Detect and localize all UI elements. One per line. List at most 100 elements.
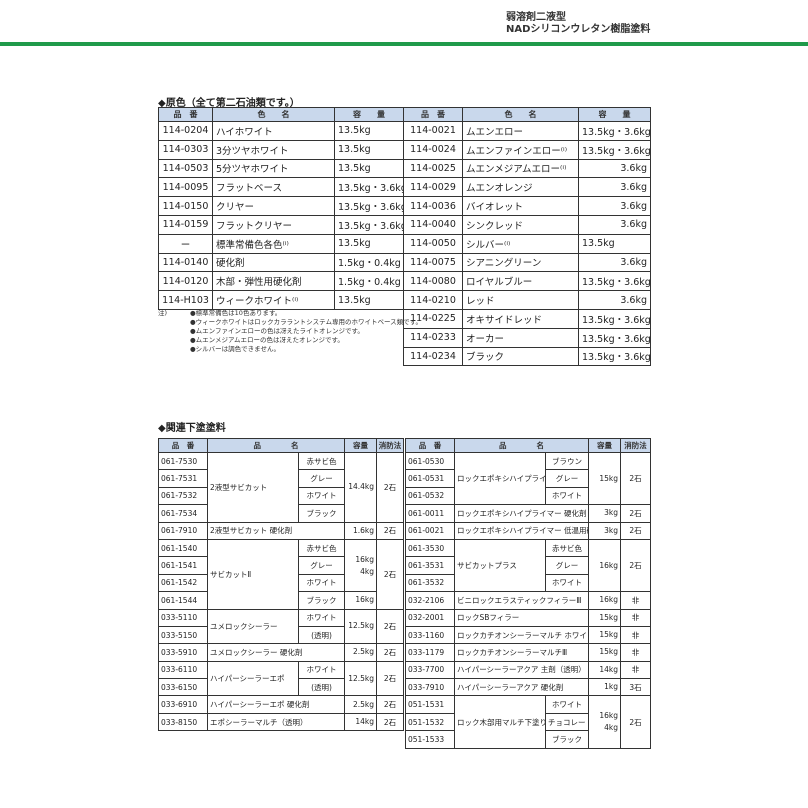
product-code: 114-0021 [403,121,463,141]
note-item: ●ウィークホワイトはロックカララントシステム専用のホワイトベース類です。 [190,318,423,326]
table-row: 033-7700 ハイパーシーラーアクア 主剤（透明） 14kg 非 [405,660,651,680]
table-row: 033-1160 ロックカチオンシーラーマルチ ホワイト 15kg 非 [405,625,651,645]
document-header: 弱溶剤二液型 NADシリコンウレタン樹脂塗料 [506,12,650,36]
table-row: 114-0225 オキサイドレッド 13.5kg・3.6kg [403,308,651,329]
table-row: 114-0210 レッド 3.6kg [403,290,651,310]
product-name: ハイパーシーラーエポ 硬化剤 [207,695,345,714]
table-row: 114-0080 ロイヤルブルー 13.5kg・3.6kg [403,271,651,292]
table-row: 114-0204 ハイホワイト 13.5kg [158,121,404,141]
color-variant: ホワイト [298,660,345,680]
table-row: 114-0029 ムエンオレンジ 3.6kg [403,177,651,198]
product-code: 114-H103 [158,290,213,310]
product-code: 061-7910 [158,521,208,540]
color-name: ムエンエロー [462,121,579,141]
color-variant: ブラック [545,730,589,749]
table-row: 061-0011 ロックエポキシハイプライマー 硬化剤 3kg 2石 [405,504,651,523]
table-row: 114-0021 ムエンエロー 13.5kg・3.6kg [403,121,651,141]
color-variant: チョコレート [545,712,589,732]
product-code: 061-0021 [405,521,455,540]
table-row: 061-7910 2液型サビカット 硬化剤 1.6kg 2石 [158,521,404,540]
fire-law-class: 2石 [376,538,404,610]
product-code: 114-0210 [403,290,463,310]
product-code: 061-0531 [405,469,455,488]
product-code: 114-0204 [158,121,213,141]
section1-title: ◆原色（全て第二石油類です。） [158,98,300,109]
color-name: 標準常備色各色⁽ⁱ⁾ [212,233,335,254]
capacity-header: 容 量 [578,107,651,122]
product-name: ユメロックシーラー 硬化剤 [207,643,345,662]
table-row: 114-0036 バイオレット 3.6kg [403,196,651,216]
color-variant: 赤サビ色 [298,451,345,471]
table-row: 114-0024 ムエンファインエロー⁽ⁱ⁾ 13.5kg・3.6kg [403,139,651,160]
color-name: シンクレッド [462,214,579,235]
table-row: ー標準常備色各色⁽ⁱ⁾ 13.5kg [158,233,404,254]
table-row: 114-0159 フラットクリヤー 13.5kg・3.6kg [158,214,404,235]
table-row: 114-0303 3分ツヤホワイト 13.5kg [158,139,404,160]
capacity: 16kg [588,591,621,610]
table-row: 033-5910 ユメロックシーラー 硬化剤 2.5kg 2石 [158,643,404,662]
color-variant: ホワイト [545,486,589,506]
product-name: ロックSBフィラー [454,608,589,627]
note-item: ●標準常備色は10色あります。 [190,309,282,317]
table-row: 033-6910 ハイパーシーラーエポ 硬化剤 2.5kg 2石 [158,695,404,714]
capacity: 13.5kg・3.6kg [578,327,651,348]
fire-law-class: 2石 [620,538,651,593]
product-code: 033-5150 [158,625,208,645]
table-row: 033-6110 ハイパーシーラーエポ ホワイト 12.5kg 2石 [158,660,404,697]
color-variant: 赤サビ色 [298,538,345,558]
capacity: 14kg [344,712,377,732]
table-row: 114-0075 シアニングリーン 3.6kg [403,252,651,273]
product-code: 061-3532 [405,573,455,593]
color-variant: グレー [298,556,345,575]
product-code: 114-0234 [403,346,463,367]
product-code: 114-0075 [403,252,463,273]
fire-law-class: 2石 [376,521,404,540]
color-name-header: 色 名 [462,107,579,122]
product-name: ハイパーシーラーアクア 硬化剤 [454,678,589,697]
product-code: 033-6910 [158,695,208,714]
color-name: 3分ツヤホワイト [212,139,335,160]
capacity: 13.5kg・3.6kg [578,139,651,160]
color-name: クリヤー [212,196,335,216]
product-name: ビニロックエラスティックフィラーⅢ [454,591,589,610]
product-name: ロックカチオンシーラーマルチⅢ [454,643,589,662]
capacity: 15kg [588,643,621,662]
undercoat-table-left: 品 番品 名容量 消防法 061-7530 2液型サビカット 赤サビ色 14.4kg 2石 0… [158,438,404,732]
product-code: 061-7531 [158,469,208,488]
product-code: 032-2001 [405,608,455,627]
capacity: 15kg [588,625,621,645]
header-row: 品 番品 名容量 消防法 [405,438,651,453]
table-row: 033-5150 (透明) [158,625,404,645]
product-code: 033-6110 [158,660,208,680]
product-code: 114-0024 [403,139,463,160]
capacity: 16kg [588,538,621,593]
header-row: 品 番品 名容量 消防法 [158,438,404,453]
fire-law-class: 2石 [376,452,404,523]
fire-law-class: 非 [620,591,651,610]
product-code: 033-1179 [405,643,455,662]
table-row: 114-0150 クリヤー 13.5kg・3.6kg [158,196,404,216]
table-row: 061-1544 ブラック 16kg [158,591,404,610]
product-code: 051-1531 [405,695,455,714]
capacity: 14kg [588,660,621,680]
capacity: 13.5kg [334,139,404,160]
note-item: ●シルバーは調色できません。 [190,345,280,353]
color-variant: ホワイト [545,573,589,593]
fire-law-class: 2石 [376,695,404,714]
fire-law-class: 非 [620,608,651,627]
notes-label: 注) [158,309,168,317]
table-row: 061-7530 2液型サビカット 赤サビ色 14.4kg 2石 [158,451,404,523]
capacity: 3.6kg [578,214,651,235]
product-name: ロック木部用マルチ下塗り [454,695,546,749]
table-row: 033-5110 ユメロックシーラー ホワイト 12.5kg 2石 [158,608,404,645]
capacity: 13.5kg [334,233,404,254]
color-variant: (透明) [298,625,345,645]
product-code: 061-0530 [405,451,455,471]
table-row: 061-0530ロックエポキシハイプライマーブラウン15kg2石 [405,451,651,506]
table-row: 033-8150 エポシーラーマルチ（透明） 14kg 2石 [158,712,404,732]
capacity: 13.5kg [334,290,404,310]
color-variant: ホワイト [298,486,345,506]
color-name: フラットベース [212,177,335,198]
table-row: 114-0095 フラットベース 13.5kg・3.6kg [158,177,404,198]
table-row: 114-0503 5分ツヤホワイト 13.5kg [158,158,404,179]
